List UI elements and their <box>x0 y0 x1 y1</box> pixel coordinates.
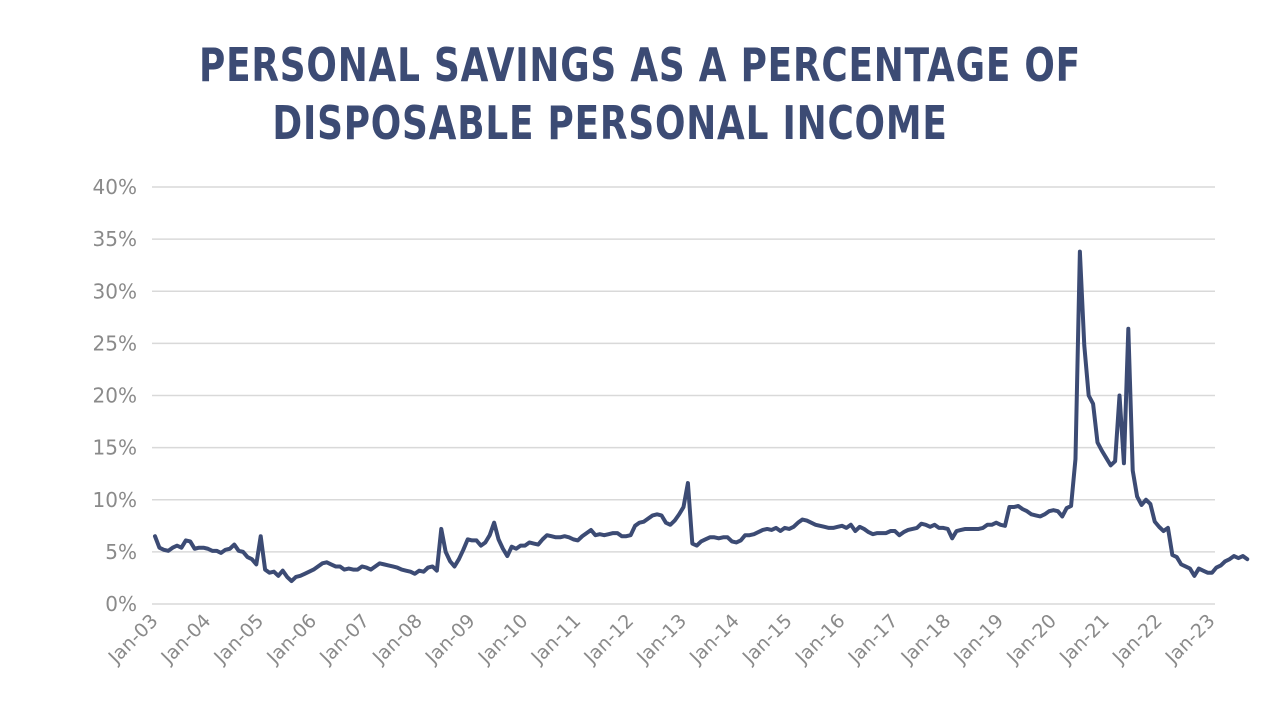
x-tick-label: Jan-03 <box>104 610 163 669</box>
y-axis-ticks: 0% 5% 10% 15% 20% 25% 30% 35% 40% <box>93 175 137 616</box>
x-tick-label: Jan-06 <box>262 610 321 669</box>
y-tick-label: 5% <box>105 540 137 564</box>
chart-title-line-2: DISPOSABLE PERSONAL INCOME <box>272 96 948 150</box>
y-tick-label: 20% <box>93 384 137 408</box>
x-tick-label: Jan-15 <box>738 610 797 669</box>
x-tick-label: Jan-07 <box>315 610 374 669</box>
x-tick-label: Jan-18 <box>896 610 955 669</box>
y-tick-label: 15% <box>93 436 137 460</box>
x-tick-label: Jan-22 <box>1108 610 1167 669</box>
x-tick-label: Jan-17 <box>844 610 903 669</box>
x-tick-label: Jan-14 <box>685 610 744 669</box>
x-tick-label: Jan-08 <box>368 610 427 669</box>
x-tick-label: Jan-04 <box>156 610 215 669</box>
x-tick-label: Jan-21 <box>1055 610 1114 669</box>
x-tick-label: Jan-05 <box>209 610 268 669</box>
y-tick-label: 35% <box>93 227 137 251</box>
x-tick-label: Jan-13 <box>632 610 691 669</box>
series-line-savings-rate <box>153 249 1250 584</box>
x-axis-ticks: Jan-03Jan-04Jan-05Jan-06Jan-07Jan-08Jan-… <box>104 610 1220 669</box>
x-tick-label: Jan-10 <box>474 610 533 669</box>
y-tick-label: 10% <box>93 488 137 512</box>
gridlines <box>152 186 1215 605</box>
x-tick-label: Jan-20 <box>1002 610 1061 669</box>
y-tick-label: 0% <box>105 592 137 616</box>
y-tick-label: 25% <box>93 331 137 355</box>
y-tick-label: 40% <box>93 175 137 199</box>
x-tick-label: Jan-16 <box>791 610 850 669</box>
x-tick-label: Jan-11 <box>526 610 585 669</box>
y-tick-label: 30% <box>93 279 137 303</box>
chart-title-line-1: PERSONAL SAVINGS AS A PERCENTAGE OF <box>199 38 1081 92</box>
x-tick-label: Jan-23 <box>1161 610 1220 669</box>
x-tick-label: Jan-19 <box>949 610 1008 669</box>
x-tick-label: Jan-12 <box>579 610 638 669</box>
x-tick-label: Jan-09 <box>421 610 480 669</box>
